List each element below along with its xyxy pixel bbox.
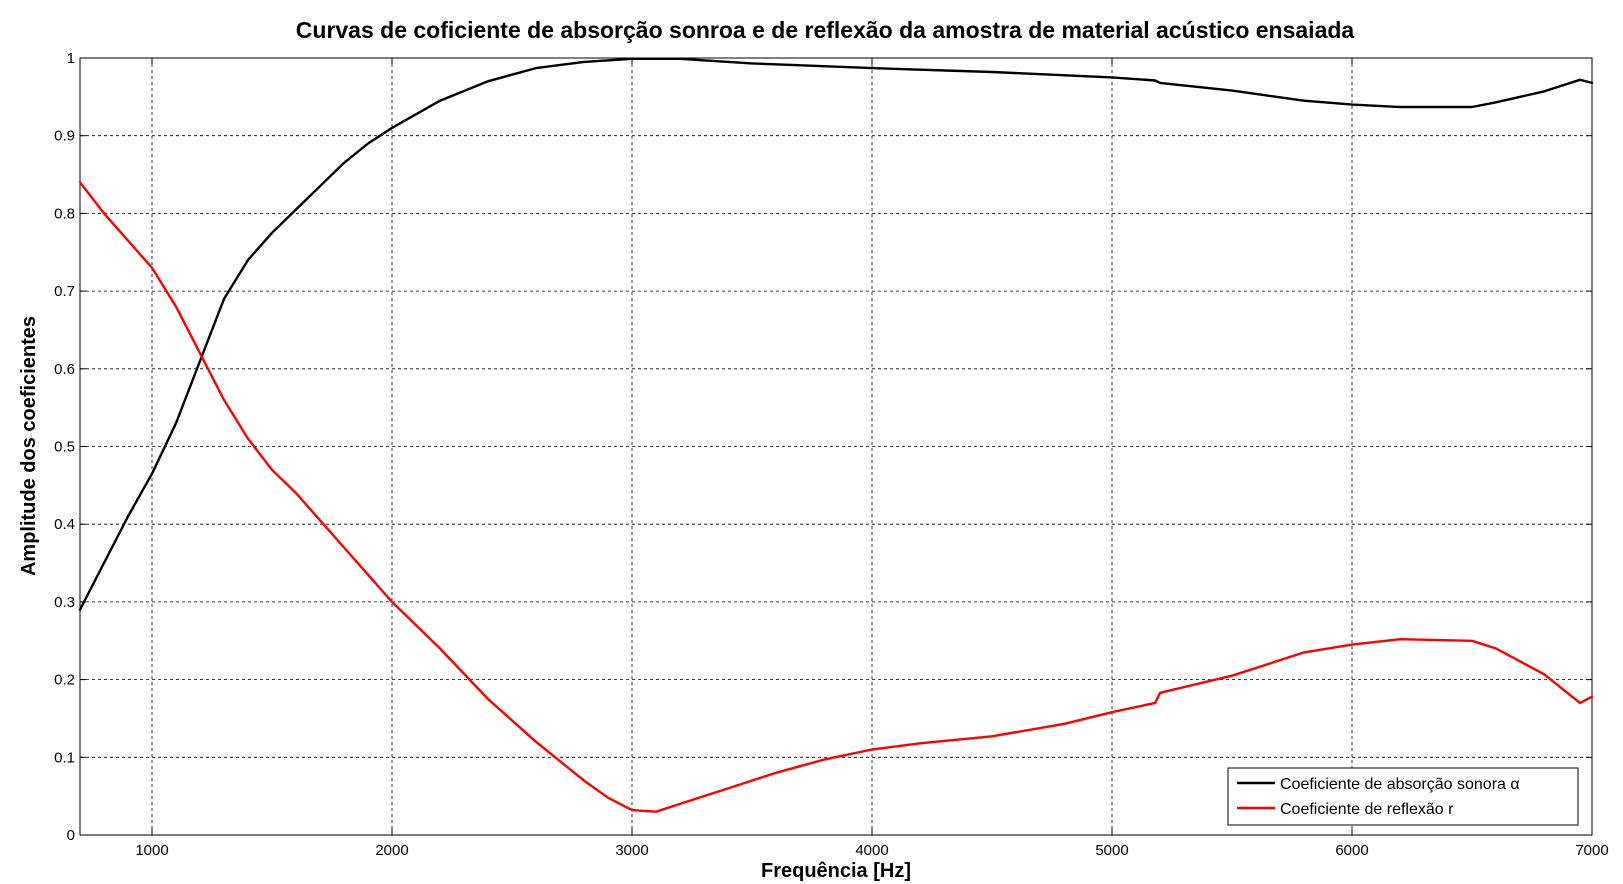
- legend-box: [1227, 767, 1579, 826]
- y-tick-label: 0.6: [54, 361, 75, 378]
- x-tick-label: 2000: [375, 842, 408, 859]
- x-tick-label: 1000: [135, 842, 168, 859]
- series-layer: [78, 57, 1594, 813]
- series-line-absorption: [78, 57, 1594, 611]
- series-line-reflection: [78, 181, 1594, 813]
- x-tick-label: 5000: [1095, 842, 1128, 859]
- x-tick-label: 7000: [1575, 842, 1608, 859]
- y-tick-label: 0.2: [54, 672, 75, 689]
- chart-title: Curvas de coficiente de absorção sonroa …: [296, 17, 1355, 43]
- y-tick-label: 0.5: [54, 439, 75, 456]
- y-tick-label: 0.1: [54, 749, 75, 766]
- x-tick-label: 6000: [1335, 842, 1368, 859]
- y-tick-label: 0.8: [54, 205, 75, 222]
- axis-ticks: 1000 2000 3000 4000 5000 6000 7000 0 0.1 0.2 0.3 0.…: [54, 50, 1609, 859]
- legend-label-reflection: Coeficiente de reflexão r: [1280, 801, 1454, 818]
- y-tick-label: 0.9: [54, 128, 75, 145]
- grid: [80, 58, 1592, 835]
- x-tick-label: 3000: [615, 842, 648, 859]
- legend: Coeficiente de absorção sonora α Coefici…: [1227, 767, 1579, 826]
- legend-label-absorption: Coeficiente de absorção sonora α: [1280, 776, 1520, 793]
- y-axis-label: Amplitude dos coeficientes: [18, 316, 40, 576]
- y-tick-label: 0: [67, 827, 75, 844]
- x-axis-label: Frequência [Hz]: [761, 860, 911, 882]
- x-tick-label: 4000: [855, 842, 888, 859]
- y-tick-label: 1: [67, 50, 75, 67]
- y-tick-label: 0.4: [54, 516, 75, 533]
- y-tick-label: 0.7: [54, 283, 75, 300]
- y-tick-label: 0.3: [54, 594, 75, 611]
